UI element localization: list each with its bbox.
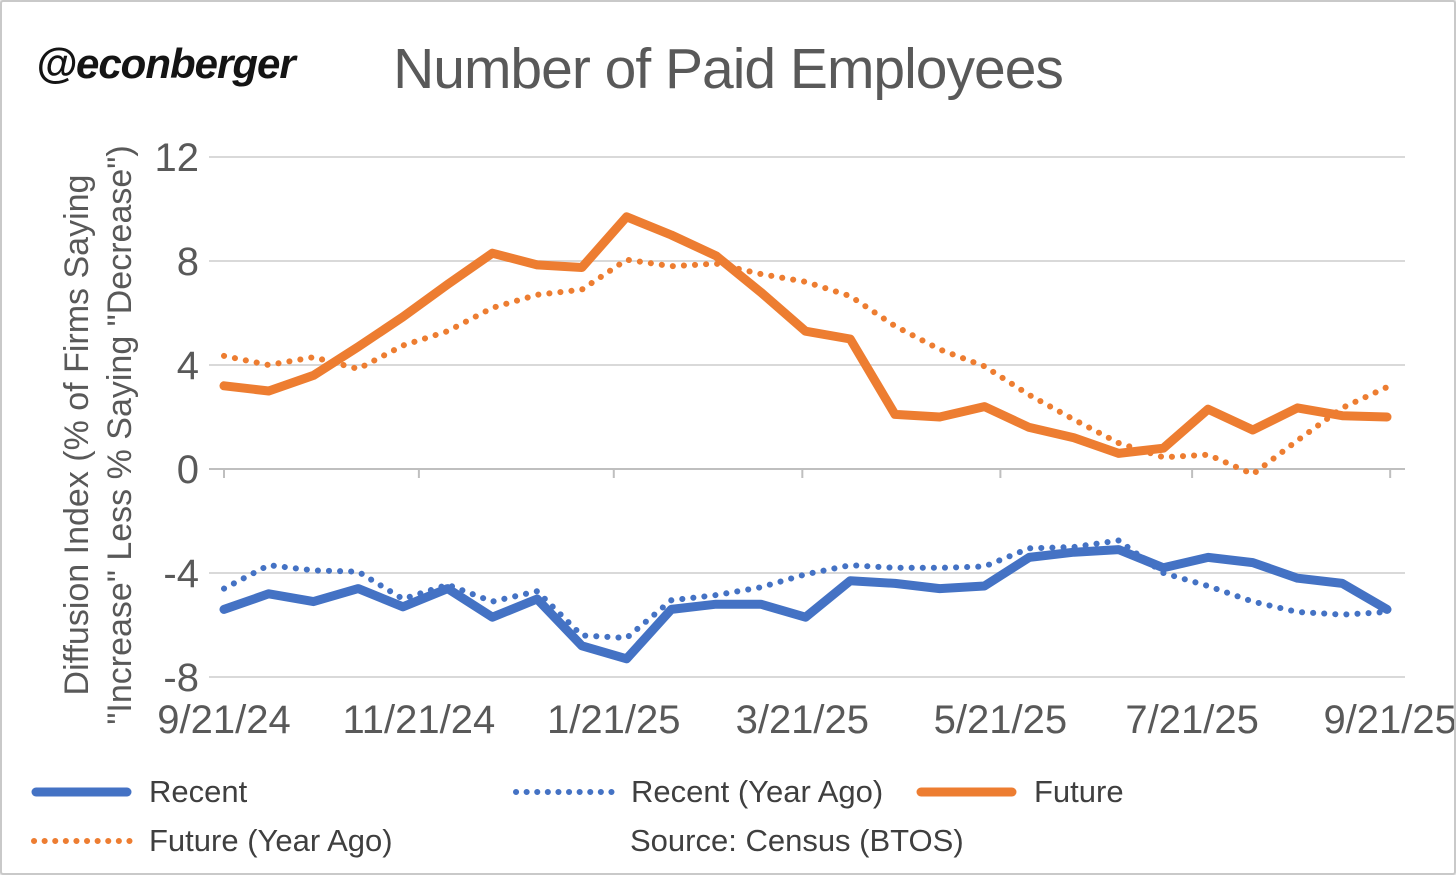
watermark: @econberger (36, 40, 296, 87)
legend-label-recent: Recent (149, 774, 248, 809)
svg-text:9/21/24: 9/21/24 (157, 698, 290, 742)
legend-swatch-future-solid-line (916, 787, 1017, 797)
svg-text:7/21/25: 7/21/25 (1125, 698, 1258, 742)
source-note: Source: Census (BTOS) (630, 823, 964, 858)
svg-text:-4: -4 (163, 552, 199, 596)
legend-item-future-year-ago: Future (Year Ago) (30, 822, 393, 860)
svg-text:9/21/25: 9/21/25 (1323, 698, 1456, 742)
legend-label-recent-year-ago: Recent (Year Ago) (631, 774, 884, 809)
svg-text:11/21/24: 11/21/24 (343, 698, 496, 742)
chart-title: Number of Paid Employees (393, 37, 1064, 101)
svg-text:8: 8 (177, 240, 199, 284)
legend-swatch-recent-solid-line (31, 787, 132, 797)
legend-item-recent: Recent (30, 773, 247, 811)
svg-text:3/21/25: 3/21/25 (736, 698, 869, 742)
svg-text:5/21/25: 5/21/25 (934, 698, 1067, 742)
legend-swatch-recent-year-ago-dotted-line (513, 789, 615, 795)
legend-label-future-year-ago: Future (Year Ago) (149, 823, 393, 858)
svg-text:4: 4 (177, 344, 199, 388)
svg-text:0: 0 (177, 448, 199, 492)
legend-item-future: Future (915, 773, 1124, 811)
legend-item-recent-year-ago: Recent (Year Ago) (512, 773, 883, 811)
svg-text:1/21/25: 1/21/25 (547, 698, 680, 742)
svg-text:-8: -8 (163, 656, 199, 700)
legend-label-future: Future (1034, 774, 1124, 809)
legend-swatch-future-year-ago-dotted-line (31, 838, 133, 844)
svg-text:12: 12 (155, 136, 200, 180)
